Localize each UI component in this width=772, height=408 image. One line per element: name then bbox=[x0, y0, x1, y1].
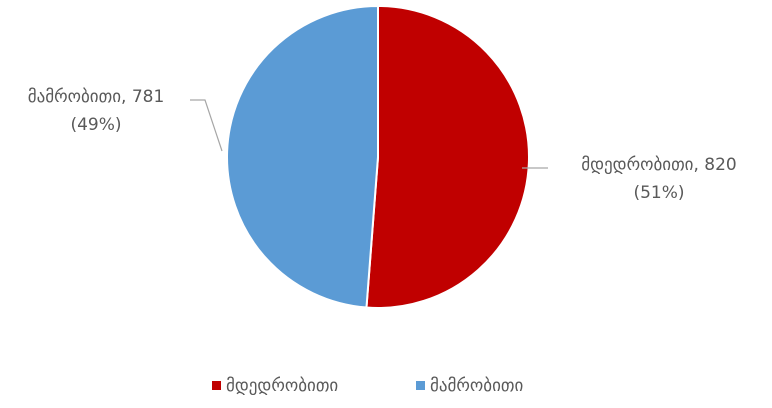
leader-line-male bbox=[190, 99, 223, 152]
legend-label-female: მდედრობითი bbox=[226, 376, 338, 396]
pie-slice-male bbox=[226, 4, 379, 309]
data-label-male-line2: (49%) bbox=[70, 115, 121, 135]
data-label-female-line2: (51%) bbox=[633, 183, 684, 203]
data-label-female-line1: მდედრობითი, 820 bbox=[581, 155, 736, 175]
legend-label-male: მამრობითი bbox=[430, 376, 523, 396]
legend-swatch-male bbox=[416, 381, 425, 390]
pie-slices bbox=[226, 4, 530, 309]
pie-slice-female bbox=[365, 4, 530, 309]
legend-swatch-female bbox=[212, 381, 221, 390]
legend: მდედრობითი მამრობითი bbox=[212, 376, 523, 396]
data-label-male-line1: მამრობითი, 781 bbox=[28, 87, 165, 107]
